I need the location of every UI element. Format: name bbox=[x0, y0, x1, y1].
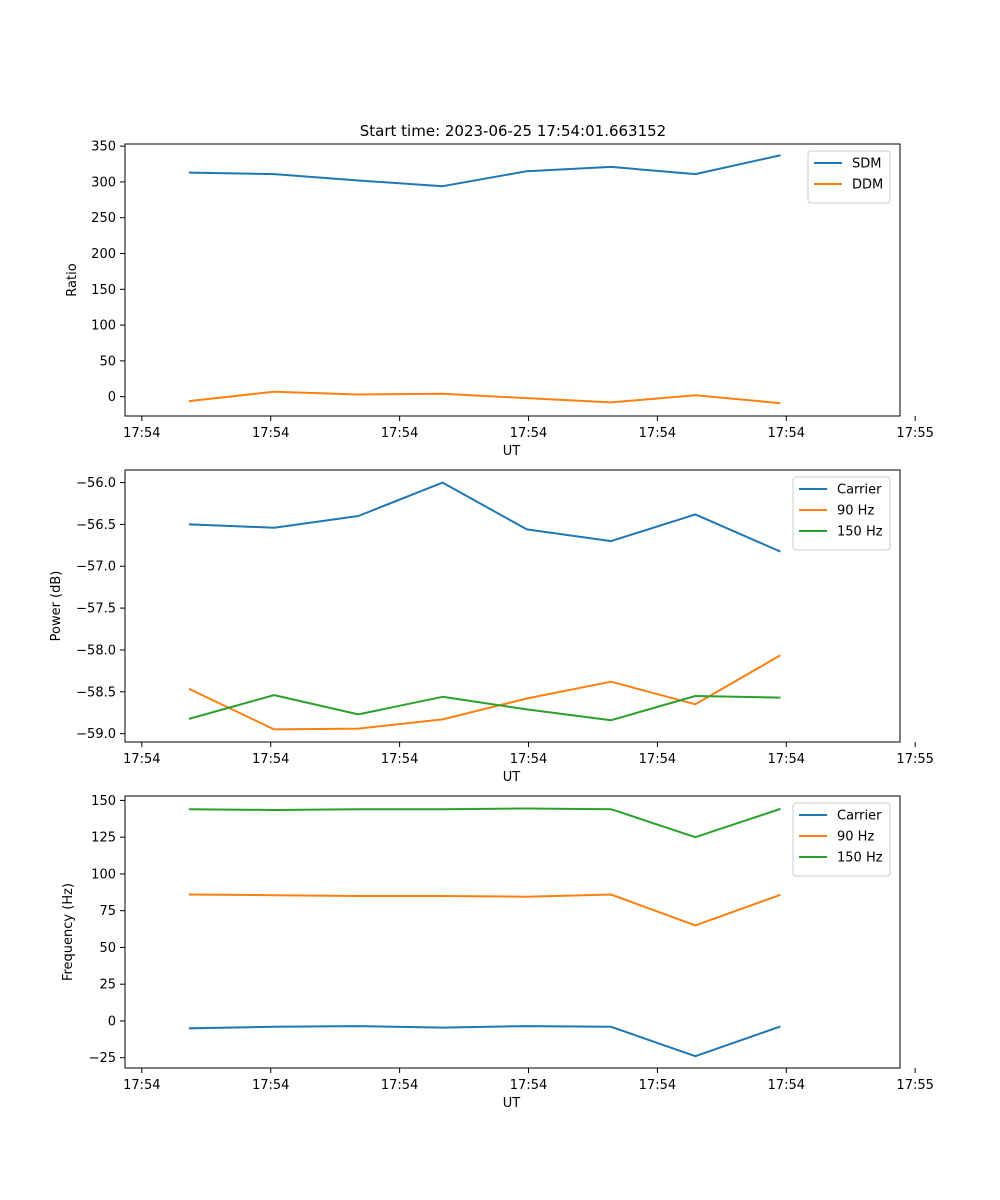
x-tick-label: 17:54 bbox=[123, 752, 160, 767]
y-tick-label: 125 bbox=[91, 831, 116, 846]
x-tick-label: 17:54 bbox=[768, 1078, 805, 1093]
y-tick-label: 250 bbox=[91, 211, 116, 226]
legend-label: 150 Hz bbox=[837, 525, 883, 540]
x-tick-label: 17:54 bbox=[768, 752, 805, 767]
y-tick-label: −58.0 bbox=[76, 643, 116, 658]
x-tick-label: 17:54 bbox=[381, 1078, 418, 1093]
x-tick-label: 17:55 bbox=[896, 1078, 933, 1093]
y-tick-label: 300 bbox=[91, 175, 116, 190]
legend-label: SDM bbox=[852, 157, 881, 172]
y-tick-label: 0 bbox=[108, 390, 116, 405]
y-tick-label: −57.0 bbox=[76, 560, 116, 575]
x-tick-label: 17:54 bbox=[381, 752, 418, 767]
x-axis-label: UT bbox=[503, 444, 521, 459]
y-tick-label: 150 bbox=[91, 283, 116, 298]
axes-frame bbox=[124, 795, 901, 1069]
series-line-carrier bbox=[188, 1025, 781, 1058]
legend: Carrier 90 Hz 150 Hz bbox=[792, 476, 891, 551]
y-tick-label: 25 bbox=[99, 978, 116, 993]
x-tick-label: 17:54 bbox=[510, 426, 547, 441]
x-tick-label: 17:55 bbox=[896, 426, 933, 441]
panels: 17:54 17:54 17:54 17:54 17:54 17:54 17:55 0 50 10… bbox=[49, 140, 934, 1111]
legend-label: 90 Hz bbox=[837, 504, 874, 519]
x-tick-label: 17:54 bbox=[252, 1078, 289, 1093]
y-axis-label: Ratio bbox=[65, 263, 80, 296]
x-tick-label: 17:55 bbox=[896, 752, 933, 767]
x-tick-label: 17:54 bbox=[639, 1078, 676, 1093]
x-tick-label: 17:54 bbox=[123, 426, 160, 441]
y-tick-label: 50 bbox=[99, 941, 116, 956]
y-tick-label: −56.5 bbox=[76, 518, 116, 533]
y-axis-label: Power (dB) bbox=[49, 571, 64, 642]
y-tick-label: 150 bbox=[91, 794, 116, 809]
y-tick-label: 50 bbox=[99, 354, 116, 369]
legend-label: Carrier bbox=[837, 809, 882, 824]
y-tick-label: −56.0 bbox=[76, 476, 116, 491]
x-tick-label: 17:54 bbox=[252, 752, 289, 767]
y-tick-label: 100 bbox=[91, 867, 116, 882]
legend-label: Carrier bbox=[837, 483, 882, 498]
x-axis-label: UT bbox=[503, 770, 521, 785]
legend: SDM DDM bbox=[807, 150, 891, 204]
legend-label: 90 Hz bbox=[837, 830, 874, 845]
figure-title: Start time: 2023-06-25 17:54:01.663152 bbox=[360, 122, 666, 140]
series-line-carrier bbox=[188, 481, 781, 553]
y-tick-label: 200 bbox=[91, 247, 116, 262]
axes-frame bbox=[124, 469, 901, 743]
x-axis-label: UT bbox=[503, 1096, 521, 1111]
legend-label: DDM bbox=[852, 178, 883, 193]
x-tick-label: 17:54 bbox=[510, 1078, 547, 1093]
x-tick-label: 17:54 bbox=[768, 426, 805, 441]
x-tick-label: 17:54 bbox=[123, 1078, 160, 1093]
y-tick-label: −57.5 bbox=[76, 602, 116, 617]
x-tick-label: 17:54 bbox=[381, 426, 418, 441]
x-tick-label: 17:54 bbox=[639, 752, 676, 767]
y-axis-label: Frequency (Hz) bbox=[61, 883, 76, 981]
y-tick-label: 100 bbox=[91, 319, 116, 334]
y-tick-label: −25 bbox=[89, 1051, 116, 1066]
x-tick-label: 17:54 bbox=[252, 426, 289, 441]
axes-frame bbox=[124, 143, 901, 417]
series-line-150-hz bbox=[188, 807, 781, 839]
y-tick-label: 350 bbox=[91, 140, 116, 155]
series-line-ddm bbox=[188, 390, 781, 405]
panel-1: 17:54 17:54 17:54 17:54 17:54 17:54 17:55 0 50 10… bbox=[65, 140, 934, 459]
panel-3: 17:54 17:54 17:54 17:54 17:54 17:54 17:55 −25 0 2… bbox=[61, 794, 934, 1111]
series-line-150-hz bbox=[188, 694, 781, 722]
series-line-90-hz bbox=[188, 893, 781, 927]
legend-label: 150 Hz bbox=[837, 851, 883, 866]
y-tick-label: −59.0 bbox=[76, 727, 116, 742]
x-tick-label: 17:54 bbox=[639, 426, 676, 441]
legend: Carrier 90 Hz 150 Hz bbox=[792, 802, 891, 877]
series-line-sdm bbox=[188, 154, 781, 188]
panel-2: 17:54 17:54 17:54 17:54 17:54 17:54 17:55 −59.0… bbox=[49, 469, 934, 785]
y-tick-label: 0 bbox=[108, 1014, 116, 1029]
y-tick-label: −58.5 bbox=[76, 685, 116, 700]
y-tick-label: 75 bbox=[99, 904, 116, 919]
x-tick-label: 17:54 bbox=[510, 752, 547, 767]
